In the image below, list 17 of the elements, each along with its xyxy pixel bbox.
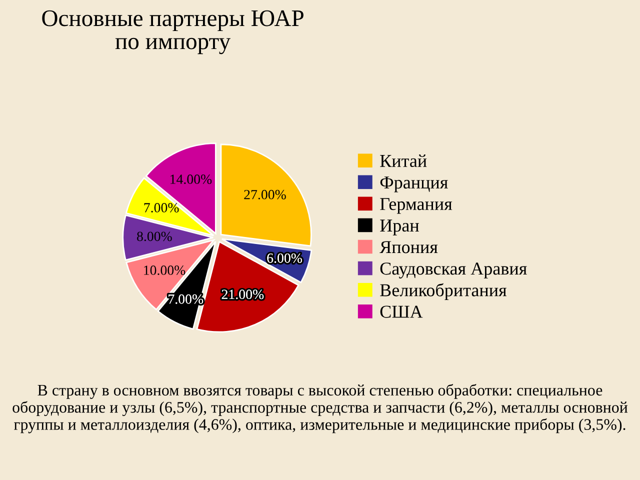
legend-label: Великобритания xyxy=(380,283,507,300)
legend-label: США xyxy=(380,306,423,318)
legend-label: Китай xyxy=(380,154,427,168)
legend-label: Япония xyxy=(380,241,438,254)
data-label: 21.00% xyxy=(222,290,264,300)
data-label: 14.00% xyxy=(170,174,212,184)
chart-title: Основные партнеры ЮАР по импорту xyxy=(42,10,304,54)
text: В страну в основном ввозятся товары с высокой степенью обработки: специальное оборудование и узлы (6,5%), транспортные средства и запчасти (6,2%), металлы основной группы и металлоизделия (4,6%), оптика, измерительные и медицинские приборы (3,5%). xyxy=(12,384,628,434)
data-label: 10.00% xyxy=(144,266,186,275)
legend-label: Франция xyxy=(380,176,448,192)
legend-label: Иран xyxy=(380,220,419,236)
legend-label: Саудовская Аравия xyxy=(380,262,527,278)
data-label: 27.00% xyxy=(244,190,286,200)
legend-label: Германия xyxy=(380,198,452,214)
data-label: 6.00% xyxy=(267,253,302,263)
data-label: 7.00% xyxy=(144,203,179,212)
data-label: 8.00% xyxy=(137,232,172,242)
